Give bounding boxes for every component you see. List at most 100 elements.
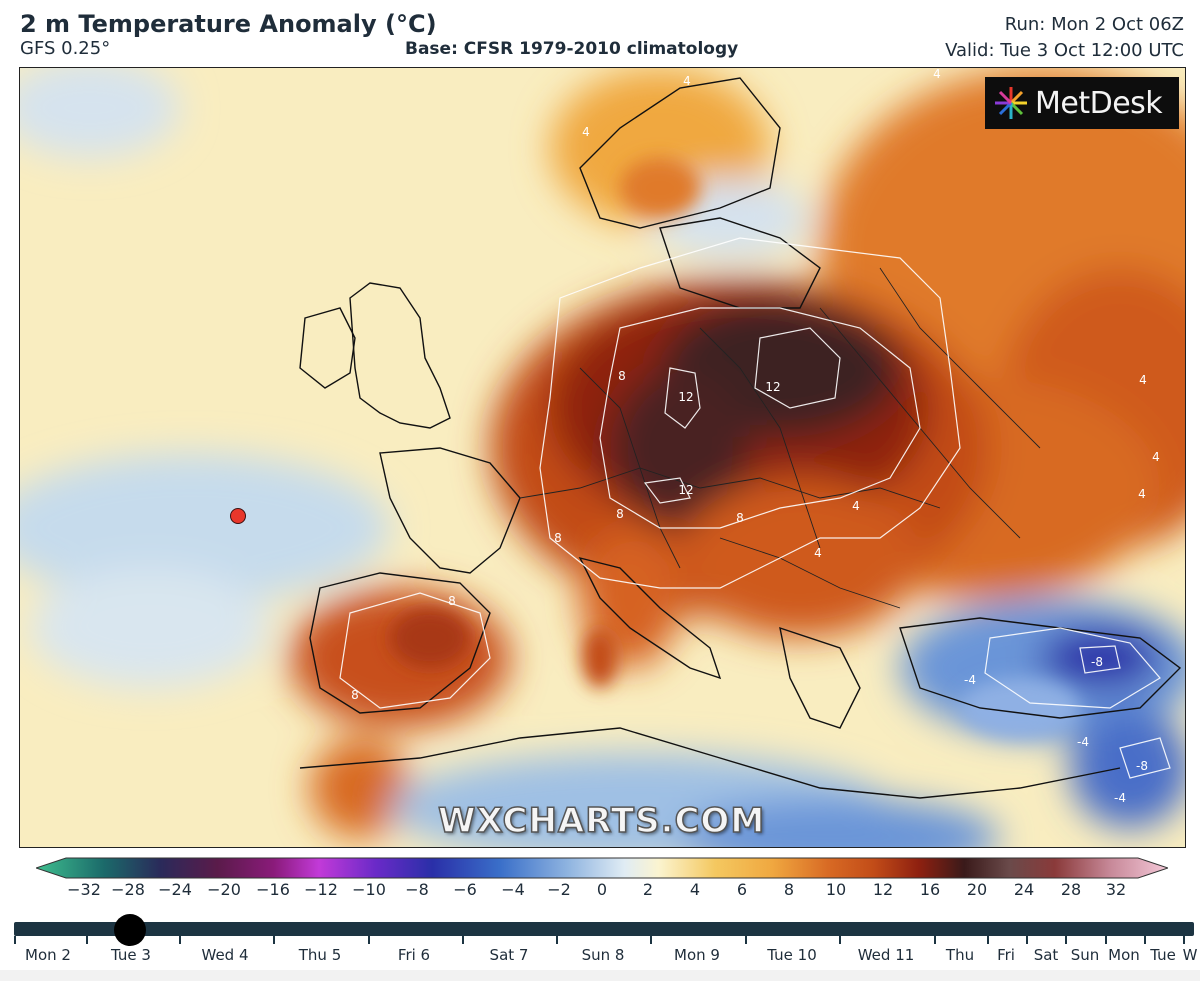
anomaly-fill-layer xyxy=(20,68,1185,847)
colorbar-label: 10 xyxy=(825,880,847,899)
colorbar-label: −16 xyxy=(256,880,290,899)
location-marker[interactable] xyxy=(230,508,246,524)
timeline-day-labels: Mon 2 Tue 3 Wed 4 Thu 5 Fri 6 Sat 7 Sun … xyxy=(0,946,1200,970)
hot-anomaly-balkans xyxy=(680,478,920,638)
colorbar-label: 20 xyxy=(966,880,988,899)
coastline-great-britain xyxy=(349,282,451,429)
hot-anomaly-iberia xyxy=(290,588,510,728)
colorbar-label: −6 xyxy=(453,880,477,899)
cold-anomaly-levant xyxy=(1070,708,1185,828)
timeline-tick xyxy=(86,936,88,944)
colorbar-labels: −32 −28 −24 −20 −16 −12 −10 −8 −6 −4 −2 … xyxy=(0,880,1200,902)
timeline-tick xyxy=(987,936,989,944)
colorbar-label: −8 xyxy=(405,880,429,899)
timeline-tick xyxy=(462,936,464,944)
timeline-day-thu-5[interactable]: Thu 5 xyxy=(298,946,342,964)
timeline-day-sun-8[interactable]: Sun 8 xyxy=(581,946,625,964)
colorbar-label: −20 xyxy=(207,880,241,899)
timeline-day-tue-10[interactable]: Tue 10 xyxy=(767,946,817,964)
colorbar-label: 6 xyxy=(736,880,748,899)
timeline-day-tue[interactable]: Tue xyxy=(1150,946,1176,964)
timeline-tick xyxy=(14,936,16,944)
coastline-france xyxy=(379,447,521,574)
colorbar-label: 8 xyxy=(783,880,795,899)
cool-spot-anatolia xyxy=(960,678,1080,738)
contour-12-poland xyxy=(754,327,841,409)
metdesk-logo-text: MetDesk xyxy=(1035,85,1163,121)
contour-minus8-turkey xyxy=(1079,645,1121,674)
timeline-day-wed-4[interactable]: Wed 4 xyxy=(201,946,249,964)
timeline-tick xyxy=(745,936,747,944)
timeline-tick xyxy=(1105,936,1107,944)
border-line-5 xyxy=(879,267,1041,449)
colorbar-label: −12 xyxy=(304,880,338,899)
cool-anomaly-sw xyxy=(30,568,270,688)
coastline-scandinavia xyxy=(579,77,781,229)
timeline-day-mon-2[interactable]: Mon 2 xyxy=(25,946,71,964)
timeline-day-wed-11[interactable]: Wed 11 xyxy=(857,946,915,964)
timeline-day-sun[interactable]: Sun xyxy=(1070,946,1100,964)
anomaly-contours xyxy=(339,237,1171,779)
contour-8 xyxy=(599,307,921,529)
forecast-timeline-track[interactable] xyxy=(14,922,1194,936)
timeline-day-wed-partial[interactable]: W xyxy=(1182,946,1198,964)
run-time-label: Run: Mon 2 Oct 06Z xyxy=(1004,14,1184,35)
contour-12-germany xyxy=(664,367,701,429)
hot-spot-spain xyxy=(390,608,470,668)
chart-title: 2 m Temperature Anomaly (°C) xyxy=(20,10,437,38)
colorbar-label: −10 xyxy=(352,880,386,899)
coastline-baltic xyxy=(659,217,821,309)
coastline-north-africa xyxy=(299,727,1121,799)
temperature-anomaly-map[interactable]: MetDesk WXCHARTS.COM xyxy=(19,67,1186,848)
timeline-tick xyxy=(368,936,370,944)
timeline-day-fri-6[interactable]: Fri 6 xyxy=(397,946,431,964)
timeline-tick xyxy=(1026,936,1028,944)
timeline-tick xyxy=(1183,936,1185,944)
cool-anomaly-nw xyxy=(20,68,180,158)
colorbar-label: −28 xyxy=(111,880,145,899)
timeline-tick xyxy=(839,936,841,944)
hot-spot-sardinia xyxy=(582,628,618,688)
border-line-6 xyxy=(719,537,901,609)
cold-anomaly-libya xyxy=(680,798,1000,847)
climatology-base-label: Base: CFSR 1979-2010 climatology xyxy=(405,39,739,59)
timeline-tick xyxy=(934,936,936,944)
timeline-scrubber-handle[interactable] xyxy=(114,914,146,946)
timeline-tick xyxy=(1065,936,1067,944)
colorbar-graphic xyxy=(34,857,1170,879)
timeline-day-mon[interactable]: Mon xyxy=(1108,946,1140,964)
coastline-iberia xyxy=(309,572,491,714)
timeline-day-thu[interactable]: Thu xyxy=(945,946,975,964)
timeline-day-mon-9[interactable]: Mon 9 xyxy=(674,946,720,964)
colorbar-label: −4 xyxy=(501,880,525,899)
timeline-tick xyxy=(650,936,652,944)
colorbar-label: −32 xyxy=(67,880,101,899)
contour-8-iberia xyxy=(339,592,491,709)
coastline-ireland xyxy=(299,307,356,389)
warm-spot-norway xyxy=(620,158,700,218)
colorbar-label: −2 xyxy=(547,880,571,899)
timeline-tick xyxy=(556,936,558,944)
timeline-day-sat-7[interactable]: Sat 7 xyxy=(489,946,529,964)
colorbar-label: 0 xyxy=(596,880,608,899)
bottom-strip xyxy=(0,970,1200,981)
colorbar xyxy=(34,857,1170,879)
timeline-day-fri[interactable]: Fri xyxy=(997,946,1015,964)
timeline-tick xyxy=(179,936,181,944)
cool-anomaly-atlantic xyxy=(20,453,390,603)
timeline-day-tue-3[interactable]: Tue 3 xyxy=(111,946,151,964)
anomaly-detail-layer xyxy=(390,158,1080,738)
colorbar-label: 12 xyxy=(872,880,894,899)
timeline-day-sat[interactable]: Sat xyxy=(1033,946,1059,964)
colorbar-label: 4 xyxy=(689,880,701,899)
colorbar-label: 2 xyxy=(642,880,654,899)
coastline-greece xyxy=(779,626,861,729)
contour-4 xyxy=(539,237,961,589)
contour-minus4-turkey xyxy=(984,627,1161,709)
timeline-tick xyxy=(1144,936,1146,944)
metdesk-logo: MetDesk xyxy=(985,77,1179,129)
border-line-1 xyxy=(519,467,941,509)
coastline-italy xyxy=(578,556,722,680)
model-label: GFS 0.25° xyxy=(20,38,111,59)
border-line-3 xyxy=(699,327,821,549)
